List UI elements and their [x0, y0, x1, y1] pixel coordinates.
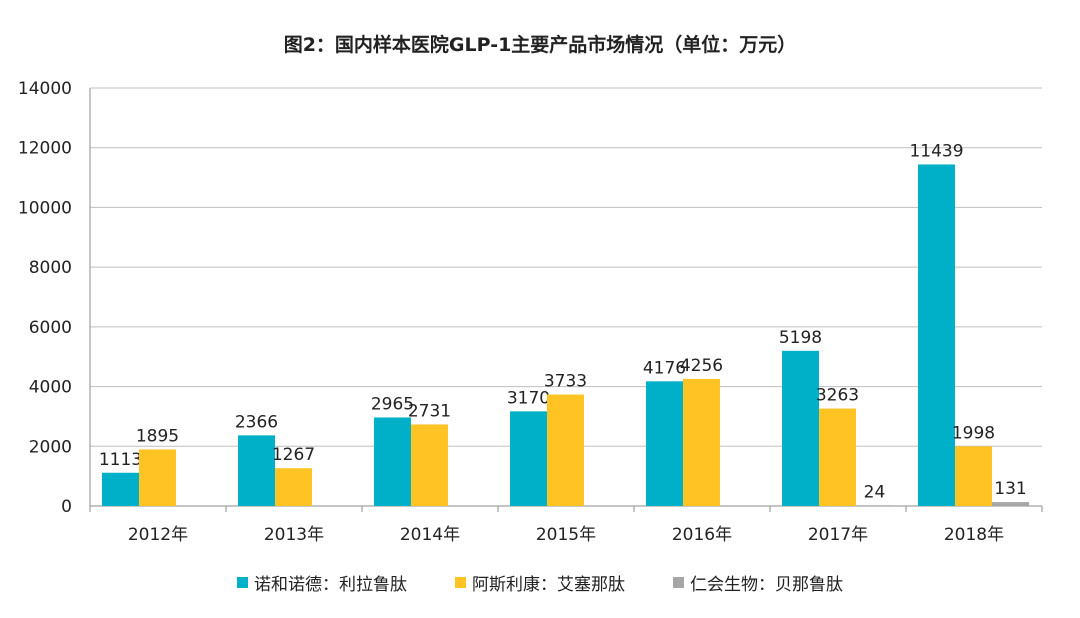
chart-title: 图2：国内样本医院GLP-1主要产品市场情况（单位：万元） [283, 34, 797, 56]
legend-swatch-novo [237, 577, 248, 588]
bar-novo [510, 411, 547, 506]
data-label: 2965 [371, 394, 414, 414]
legend-swatch-renhui [673, 577, 684, 588]
legend-label-astrazeneca: 阿斯利康：艾塞那肽 [472, 575, 625, 595]
y-tick-label: 12000 [18, 139, 72, 159]
bar-novo [918, 164, 955, 506]
data-label: 1895 [136, 426, 179, 446]
y-tick-label: 4000 [29, 378, 72, 398]
data-label: 5198 [779, 328, 822, 348]
y-tick-label: 10000 [18, 198, 72, 218]
data-label: 2731 [408, 401, 451, 421]
bar-astrazeneca [547, 394, 584, 506]
legend-swatch-astrazeneca [455, 577, 466, 588]
x-tick-label: 2016年 [672, 525, 732, 545]
bar-renhui [992, 502, 1029, 506]
bar-astrazeneca [411, 424, 448, 506]
bar-novo [646, 381, 683, 506]
legend: 诺和诺德：利拉鲁肽 阿斯利康：艾塞那肽 仁会生物：贝那鲁肽 [0, 570, 1080, 595]
legend-label-renhui: 仁会生物：贝那鲁肽 [690, 575, 843, 595]
x-tick-label: 2012年 [128, 525, 188, 545]
bar-astrazeneca [683, 378, 720, 506]
bar-novo [102, 472, 139, 506]
x-tick-label: 2014年 [400, 525, 460, 545]
legend-label-novo: 诺和诺德：利拉鲁肽 [254, 575, 407, 595]
data-label: 3263 [816, 386, 859, 406]
bar-astrazeneca [955, 446, 992, 506]
data-label: 2366 [235, 412, 278, 432]
legend-item-renhui: 仁会生物：贝那鲁肽 [673, 570, 843, 595]
data-label: 3170 [507, 388, 550, 408]
bar-astrazeneca [275, 468, 312, 506]
y-tick-label: 2000 [29, 437, 72, 457]
y-tick-label: 14000 [18, 79, 72, 99]
bar-astrazeneca [819, 408, 856, 506]
bar-novo [238, 435, 275, 506]
x-tick-label: 2018年 [944, 525, 1004, 545]
legend-item-novo: 诺和诺德：利拉鲁肽 [237, 570, 407, 595]
data-label: 3733 [544, 372, 587, 392]
x-tick-label: 2013年 [264, 525, 324, 545]
data-label: 1267 [272, 445, 315, 465]
legend-item-astrazeneca: 阿斯利康：艾塞那肽 [455, 570, 625, 595]
bar-novo [374, 417, 411, 506]
data-label: 1113 [99, 450, 142, 470]
data-label: 4256 [680, 356, 723, 376]
bar-novo [782, 350, 819, 506]
bar-astrazeneca [139, 449, 176, 506]
data-label: 4176 [643, 358, 686, 378]
data-label: 131 [994, 479, 1026, 499]
x-tick-label: 2017年 [808, 525, 868, 545]
bar-renhui [856, 505, 893, 506]
x-tick-label: 2015年 [536, 525, 596, 545]
y-tick-label: 0 [61, 497, 72, 517]
data-label: 1998 [952, 423, 995, 443]
y-tick-label: 6000 [29, 318, 72, 338]
data-label: 24 [864, 482, 886, 502]
y-tick-label: 8000 [29, 258, 72, 278]
data-label: 11439 [909, 141, 963, 161]
